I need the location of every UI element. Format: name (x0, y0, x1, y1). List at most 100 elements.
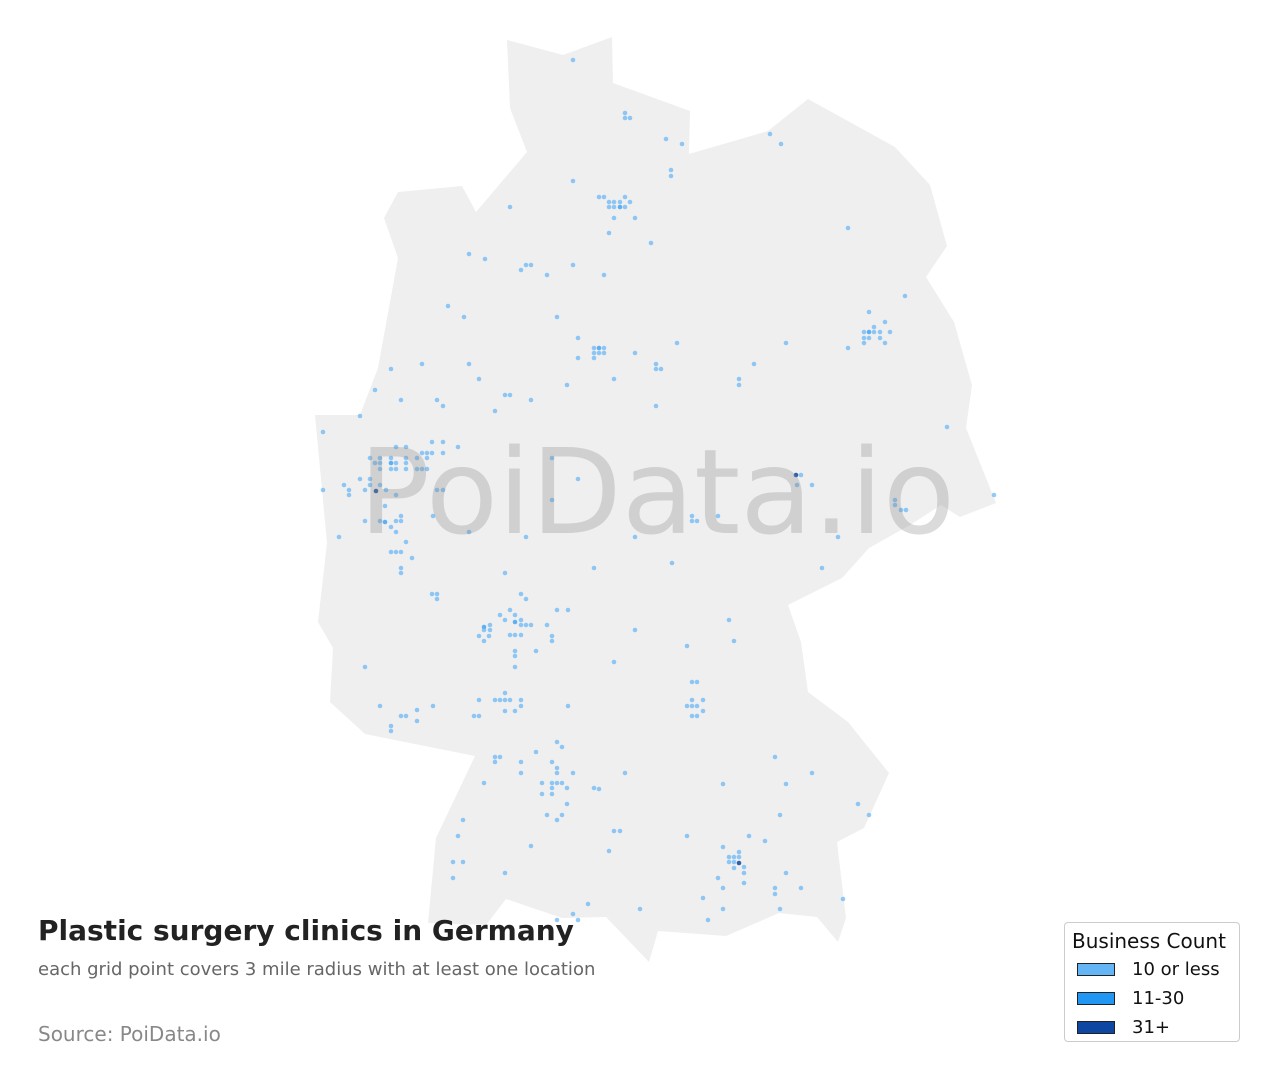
grid-point (689, 679, 695, 685)
grid-point (819, 565, 825, 571)
grid-point (991, 492, 997, 498)
grid-point (736, 382, 742, 388)
grid-point (554, 607, 560, 613)
grid-point (482, 256, 488, 262)
grid-point (559, 780, 565, 786)
grid-point (502, 392, 508, 398)
grid-point (512, 653, 518, 659)
grid-point (611, 204, 617, 210)
grid-point (377, 460, 383, 466)
grid-point (429, 450, 435, 456)
grid-point (845, 225, 851, 231)
grid-point (575, 476, 581, 482)
grid-point (591, 345, 597, 351)
grid-point (627, 199, 633, 205)
grid-point (455, 833, 461, 839)
grid-point (507, 607, 513, 613)
grid-point (544, 812, 550, 818)
grid-point (424, 455, 430, 461)
grid-point (455, 444, 461, 450)
grid-point (377, 466, 383, 472)
grid-point (487, 622, 493, 628)
grid-point (388, 723, 394, 729)
grid-point (341, 482, 347, 488)
grid-point (362, 518, 368, 524)
grid-point (393, 492, 399, 498)
grid-point (694, 518, 700, 524)
grid-point (512, 664, 518, 670)
grid-point (700, 895, 706, 901)
grid-point (559, 812, 565, 818)
grid-point (570, 770, 576, 776)
grid-point (903, 507, 909, 513)
grid-point (746, 833, 752, 839)
grid-point (424, 466, 430, 472)
grid-point (403, 713, 409, 719)
grid-point (622, 770, 628, 776)
grid-point (388, 549, 394, 555)
grid-point (523, 534, 529, 540)
grid-point (393, 460, 399, 466)
grid-point (835, 534, 841, 540)
grid-point (591, 565, 597, 571)
grid-point (518, 770, 524, 776)
grid-point (528, 622, 534, 628)
grid-point (783, 340, 789, 346)
grid-point (481, 627, 487, 633)
grid-point (684, 643, 690, 649)
grid-point (669, 560, 675, 566)
grid-point (507, 204, 513, 210)
grid-point (518, 632, 524, 638)
grid-point (388, 728, 394, 734)
grid-point (388, 366, 394, 372)
grid-point (403, 455, 409, 461)
grid-point (861, 335, 867, 341)
grid-point (591, 355, 597, 361)
grid-point (882, 319, 888, 325)
grid-point (570, 911, 576, 917)
grid-point (611, 659, 617, 665)
grid-point (357, 413, 363, 419)
grid-point (445, 303, 451, 309)
grid-point (637, 906, 643, 912)
grid-point (648, 240, 654, 246)
grid-point (434, 487, 440, 493)
grid-point (512, 708, 518, 714)
grid-point (622, 204, 628, 210)
grid-point (570, 57, 576, 63)
grid-point (694, 703, 700, 709)
grid-point (476, 633, 482, 639)
grid-point (892, 497, 898, 503)
grid-point (653, 403, 659, 409)
grid-point (871, 324, 877, 330)
grid-point (388, 466, 394, 472)
grid-point (377, 703, 383, 709)
grid-point (632, 534, 638, 540)
grid-point (591, 785, 597, 791)
grid-point (403, 460, 409, 466)
grid-point (320, 429, 326, 435)
grid-point (689, 703, 695, 709)
grid-point (902, 293, 908, 299)
grid-point (539, 791, 545, 797)
grid-point (606, 204, 612, 210)
grid-point (393, 518, 399, 524)
grid-point (866, 329, 872, 335)
grid-point (424, 450, 430, 456)
grid-point (461, 314, 467, 320)
grid-point (398, 713, 404, 719)
grid-point (617, 199, 623, 205)
grid-point (372, 460, 378, 466)
grid-point (694, 679, 700, 685)
grid-point (611, 376, 617, 382)
grid-point (565, 607, 571, 613)
grid-point (518, 617, 524, 623)
legend-item-high: 31+ (1077, 1017, 1170, 1038)
grid-point (564, 382, 570, 388)
grid-point (460, 817, 466, 823)
grid-point (429, 591, 435, 597)
grid-point (357, 476, 363, 482)
grid-point (793, 472, 799, 478)
grid-point (523, 622, 529, 628)
grid-point (715, 513, 721, 519)
